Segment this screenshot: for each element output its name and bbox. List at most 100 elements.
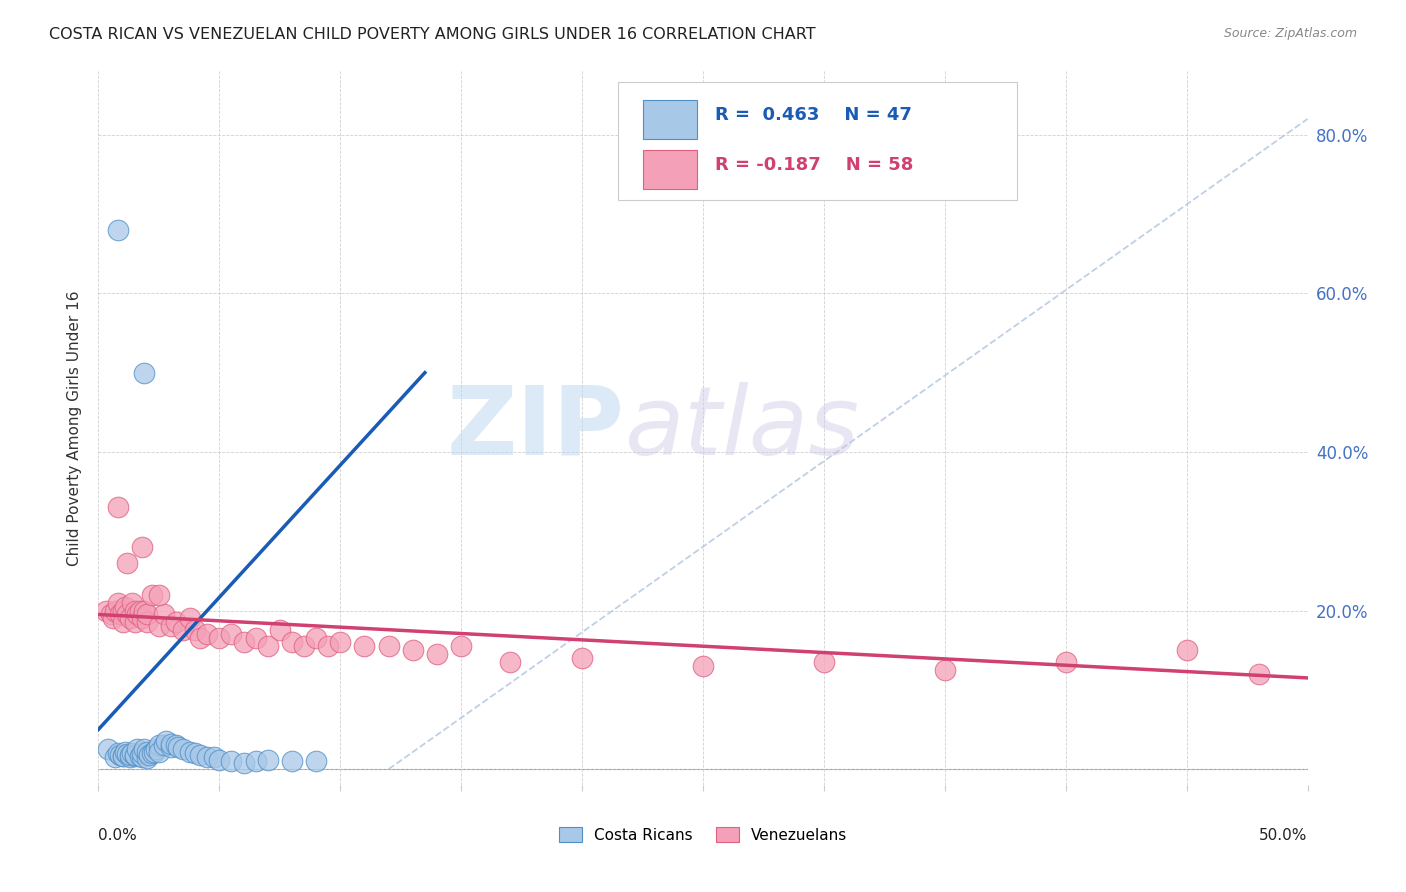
Point — [108, 747, 131, 762]
Point — [143, 745, 166, 759]
Y-axis label: Child Poverty Among Girls Under 16: Child Poverty Among Girls Under 16 — [67, 291, 83, 566]
Point — [145, 742, 167, 756]
Point — [232, 635, 254, 649]
Point — [172, 624, 194, 638]
Point — [117, 747, 139, 761]
Point — [134, 603, 156, 617]
Point — [131, 611, 153, 625]
Point — [208, 632, 231, 646]
Point — [316, 639, 339, 653]
Point — [121, 746, 143, 760]
Point — [118, 611, 141, 625]
Point — [148, 588, 170, 602]
Point — [245, 754, 267, 768]
Point — [281, 754, 304, 768]
Text: R = -0.187    N = 58: R = -0.187 N = 58 — [716, 156, 914, 174]
Point — [305, 754, 328, 768]
Point — [100, 607, 122, 622]
Point — [232, 756, 254, 770]
Point — [127, 742, 149, 756]
Point — [245, 632, 267, 646]
Point — [124, 749, 146, 764]
Point — [402, 643, 425, 657]
Point — [934, 663, 956, 677]
Point — [152, 739, 174, 753]
Point — [256, 753, 278, 767]
Point — [184, 624, 207, 638]
Text: COSTA RICAN VS VENEZUELAN CHILD POVERTY AMONG GIRLS UNDER 16 CORRELATION CHART: COSTA RICAN VS VENEZUELAN CHILD POVERTY … — [49, 27, 815, 42]
Point — [1175, 643, 1198, 657]
Point — [94, 603, 117, 617]
Point — [111, 749, 134, 764]
Point — [165, 615, 187, 630]
Point — [188, 632, 211, 646]
Point — [117, 556, 139, 570]
Point — [179, 745, 201, 759]
Point — [135, 751, 157, 765]
Point — [195, 750, 218, 764]
Point — [813, 655, 835, 669]
Text: 50.0%: 50.0% — [1260, 828, 1308, 843]
Point — [160, 737, 183, 751]
Point — [121, 596, 143, 610]
Text: R =  0.463    N = 47: R = 0.463 N = 47 — [716, 106, 912, 124]
Text: ZIP: ZIP — [447, 382, 624, 475]
Point — [131, 540, 153, 554]
Point — [305, 632, 328, 646]
Point — [135, 607, 157, 622]
Point — [195, 627, 218, 641]
Point — [127, 607, 149, 622]
Point — [148, 619, 170, 633]
Point — [692, 659, 714, 673]
Point — [124, 747, 146, 762]
Point — [134, 742, 156, 756]
Point — [128, 603, 150, 617]
Point — [111, 615, 134, 630]
Point — [107, 746, 129, 760]
Point — [155, 734, 177, 748]
Point — [498, 655, 520, 669]
Point — [138, 747, 160, 762]
Point — [131, 750, 153, 764]
Point — [204, 750, 226, 764]
Point — [172, 742, 194, 756]
Text: atlas: atlas — [624, 382, 859, 475]
Point — [160, 739, 183, 754]
Point — [353, 639, 375, 653]
Point — [450, 639, 472, 653]
Point — [165, 739, 187, 753]
Point — [571, 651, 593, 665]
Point — [134, 366, 156, 380]
Point — [131, 746, 153, 760]
Point — [118, 747, 141, 762]
Point — [179, 611, 201, 625]
Point — [107, 223, 129, 237]
Point — [377, 639, 399, 653]
Point — [292, 639, 315, 653]
Point — [1054, 655, 1077, 669]
Point — [184, 746, 207, 760]
Point — [1249, 667, 1271, 681]
Point — [135, 745, 157, 759]
Point — [141, 588, 163, 602]
Point — [281, 635, 304, 649]
Point — [118, 750, 141, 764]
Point — [124, 603, 146, 617]
Text: 0.0%: 0.0% — [98, 828, 138, 843]
Point — [101, 611, 124, 625]
Point — [221, 627, 243, 641]
Bar — [643, 150, 697, 189]
Point — [188, 747, 211, 762]
Point — [256, 639, 278, 653]
Bar — [643, 100, 697, 139]
Legend: Costa Ricans, Venezuelans: Costa Ricans, Venezuelans — [553, 821, 853, 848]
Point — [114, 745, 136, 759]
Text: Source: ZipAtlas.com: Source: ZipAtlas.com — [1223, 27, 1357, 40]
Point — [107, 596, 129, 610]
Point — [104, 603, 127, 617]
Point — [128, 748, 150, 763]
Point — [108, 607, 131, 622]
Point — [111, 748, 134, 763]
Point — [114, 599, 136, 614]
Point — [104, 750, 127, 764]
